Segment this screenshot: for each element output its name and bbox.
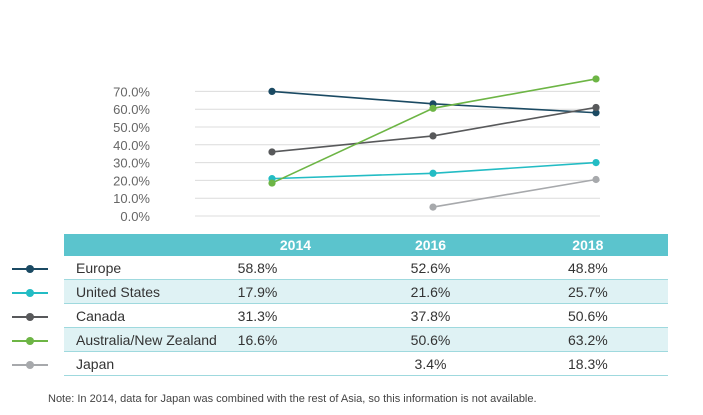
cell-value: 50.6%	[507, 303, 668, 328]
table-row-australia-new-zealand: Australia/New Zealand 16.6% 50.6% 63.2%	[64, 327, 668, 352]
cell-value: 63.2%	[507, 327, 668, 352]
legend-dot	[26, 337, 34, 345]
legend-marker-europe	[12, 265, 48, 273]
data-point	[592, 109, 600, 117]
data-point	[592, 75, 600, 83]
cell-value: 25.7%	[507, 279, 668, 304]
cell-value: 16.6%	[237, 327, 354, 352]
legend-dot	[26, 313, 34, 321]
data-point	[592, 103, 600, 112]
cell-value: 48.8%	[507, 256, 668, 280]
data-point	[429, 132, 437, 140]
data-point	[592, 175, 600, 184]
legend-marker-japan	[12, 361, 48, 369]
row-label: United States	[64, 279, 238, 304]
cell-value: 52.6%	[353, 256, 508, 280]
legend-marker-canada	[12, 313, 48, 321]
data-point	[429, 203, 437, 211]
header-year-2018: 2018	[507, 234, 668, 256]
data-point	[429, 169, 437, 177]
y-tick-label: 70.0%	[113, 84, 150, 99]
legend-dot	[26, 289, 34, 297]
y-tick-label: 30.0%	[113, 156, 150, 171]
cell-value: 17.9%	[237, 279, 354, 304]
data-point	[592, 159, 600, 167]
data-point	[429, 104, 437, 112]
cell-value: 18.3%	[507, 351, 668, 376]
cell-value: 3.4%	[353, 351, 508, 376]
y-tick-label: 20.0%	[113, 173, 150, 188]
data-point	[268, 148, 276, 156]
cell-value: 37.8%	[353, 303, 508, 328]
row-label: Canada	[64, 303, 238, 328]
table-row-japan: Japan 3.4% 18.3%	[64, 351, 668, 376]
row-label: Europe	[64, 256, 238, 280]
cell-value: 50.6%	[353, 327, 508, 352]
table-row-united-states: United States 17.9% 21.6% 25.7%	[64, 279, 668, 304]
y-tick-label: 0.0%	[120, 209, 150, 224]
table-header-row: 2014 2016 2018	[64, 234, 668, 256]
row-label: Japan	[64, 351, 238, 376]
series-line	[432, 178, 597, 208]
table-row-canada: Canada 31.3% 37.8% 50.6%	[64, 303, 668, 328]
line-chart: 0.0% 10.0% 20.0% 30.0% 40.0% 50.0% 60.0% 70.0%	[113, 75, 600, 224]
header-year-2016: 2016	[353, 234, 508, 256]
data-point	[268, 87, 276, 95]
legend-marker-united-states	[12, 289, 48, 297]
table-row-europe: Europe 58.8% 52.6% 48.8%	[64, 256, 668, 280]
y-tick-label: 10.0%	[113, 191, 150, 206]
data-point	[268, 179, 276, 187]
cell-value: 31.3%	[237, 303, 354, 328]
y-tick-label: 50.0%	[113, 120, 150, 135]
legend-dot	[26, 265, 34, 273]
y-tick-label: 60.0%	[113, 102, 150, 117]
data-table: 2014 2016 2018 Europe 58.8% 52.6% 48.8% …	[64, 234, 668, 376]
cell-value: 58.8%	[237, 256, 354, 280]
header-year-2014: 2014	[237, 234, 354, 256]
legend-dot	[26, 361, 34, 369]
row-label: Australia/New Zealand	[64, 327, 238, 352]
header-empty	[64, 234, 238, 256]
cell-value: 21.6%	[353, 279, 508, 304]
cell-value	[237, 351, 354, 376]
footnote: Note: In 2014, data for Japan was combin…	[48, 393, 537, 405]
legend-marker-australia-new-zealand	[12, 337, 48, 345]
y-tick-label: 40.0%	[113, 138, 150, 153]
